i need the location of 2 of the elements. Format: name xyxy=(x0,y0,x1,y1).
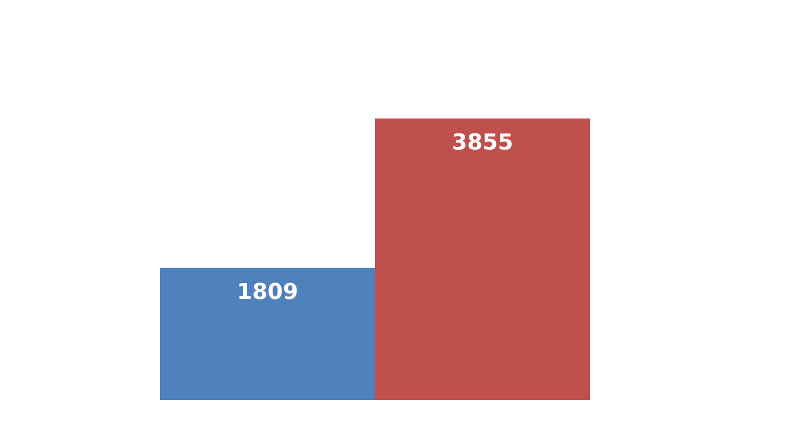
data-label: 1809 xyxy=(236,280,298,305)
data-label: 3855 xyxy=(452,130,514,156)
